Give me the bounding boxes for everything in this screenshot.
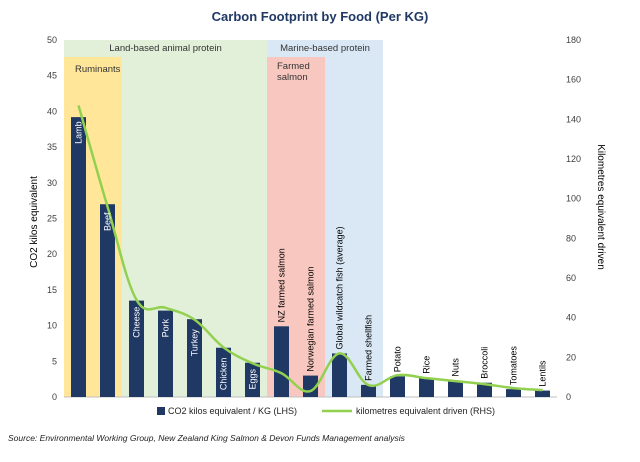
- region-label-3-1: salmon: [277, 72, 308, 83]
- region-label-3-0: Farmed: [277, 61, 310, 72]
- y-tick-label: 0: [52, 392, 57, 402]
- bar-2: [129, 300, 144, 397]
- bar-7: [274, 326, 289, 397]
- bar-9: [332, 353, 347, 397]
- source-note: Source: Environmental Working Group, New…: [8, 433, 405, 443]
- category-label: Norwegian farmed salmon: [306, 267, 316, 372]
- y-tick-label: 35: [47, 142, 57, 152]
- category-label: Turkey: [190, 329, 200, 357]
- bar-4: [187, 319, 202, 397]
- y-tick-label: 5: [52, 356, 57, 366]
- y-tick-label: 50: [47, 35, 57, 45]
- y-tick-label: 15: [47, 285, 57, 295]
- bar-13: [448, 380, 463, 397]
- y2-tick-label: 60: [566, 273, 576, 283]
- bar-6: [245, 362, 260, 397]
- category-label: Lamb: [74, 121, 84, 144]
- category-label: Rice: [422, 356, 432, 374]
- axes: 0 5 10 15 20 25 30 35 40 45 50 0 20 40 60 80 100 120 140 16…: [47, 35, 581, 402]
- legend-line-label: kilometres equivalent driven (RHS): [356, 406, 495, 416]
- category-label: Broccoli: [480, 347, 490, 379]
- legend: CO2 kilos equivalent / KG (LHS) kilometr…: [157, 406, 495, 416]
- y2-tick-label: 80: [566, 233, 576, 243]
- bar-3: [158, 310, 173, 397]
- y2-tick-label: 100: [566, 194, 581, 204]
- bar-10: [361, 384, 376, 397]
- bar-labels: Lamb Beef Cheese Pork Turkey Chicken Eggs NZ fa…: [74, 121, 548, 390]
- bars: [71, 117, 550, 397]
- bar-11: [390, 376, 405, 397]
- bar-16: [535, 390, 550, 397]
- y-axis-title: CO2 kilos equivalent: [29, 176, 40, 268]
- y-tick-label: 20: [47, 249, 57, 259]
- y-tick-label: 30: [47, 178, 57, 188]
- region-label-2: Marine-based protein: [280, 43, 370, 54]
- category-label: NZ farmed salmon: [277, 248, 287, 322]
- line-series: [77, 105, 543, 393]
- category-label: Potato: [393, 346, 403, 372]
- y2-tick-label: 20: [566, 352, 576, 362]
- category-label: Eggs: [248, 369, 258, 390]
- y2-tick-label: 140: [566, 114, 581, 124]
- category-label: Global wildcatch fish (average): [335, 226, 345, 349]
- region-label-0: Land-based animal protein: [109, 43, 222, 54]
- line-path: [77, 105, 543, 393]
- region-label-1: Ruminants: [75, 64, 121, 75]
- y2-tick-label: 180: [566, 35, 581, 45]
- category-label: Farmed shellfish: [364, 315, 374, 381]
- category-label: Beef: [103, 212, 113, 231]
- bar-12: [419, 377, 434, 397]
- legend-bar-label: CO2 kilos equivalent / KG (LHS): [168, 406, 297, 416]
- bar-5: [216, 347, 231, 397]
- category-label: Lentils: [538, 360, 548, 387]
- y2-tick-label: 160: [566, 75, 581, 85]
- category-label: Tomatoes: [509, 346, 519, 386]
- y-tick-label: 40: [47, 106, 57, 116]
- y2-tick-label: 120: [566, 154, 581, 164]
- bar-15: [506, 389, 521, 397]
- y2-tick-label: 40: [566, 313, 576, 323]
- legend-bar-swatch: [157, 407, 165, 415]
- chart-title: Carbon Footprint by Food (Per KG): [212, 9, 429, 24]
- y-tick-label: 25: [47, 214, 57, 224]
- bar-14: [477, 382, 492, 397]
- region-backgrounds: Land-based animal protein Ruminants Marine…: [64, 40, 383, 397]
- bar-1: [100, 204, 115, 397]
- y2-tick-label: 0: [566, 392, 571, 402]
- category-label: Nuts: [451, 358, 461, 377]
- category-label: Pork: [161, 318, 171, 337]
- y-tick-label: 10: [47, 321, 57, 331]
- category-label: Chicken: [219, 358, 229, 391]
- y2-axis-title: Kilometres equivalent driven: [595, 144, 606, 270]
- bar-0: [71, 117, 86, 397]
- category-label: Cheese: [132, 307, 142, 338]
- y-tick-label: 45: [47, 71, 57, 81]
